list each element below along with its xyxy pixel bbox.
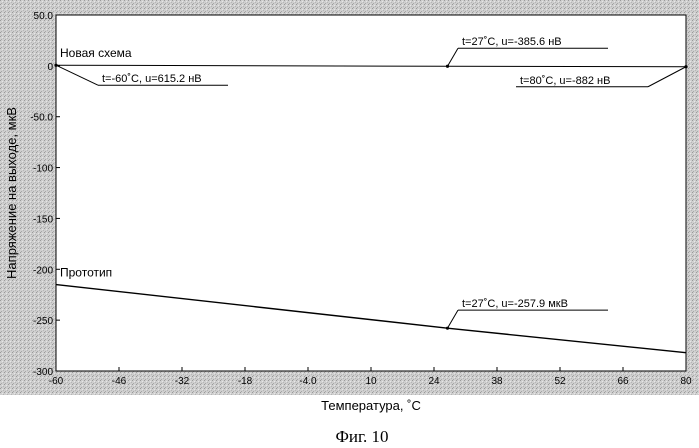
x-tick-label: -32: [175, 376, 190, 387]
x-tick-label: 66: [617, 376, 629, 387]
y-tick-label: -50.0: [30, 113, 53, 124]
x-tick-label: -18: [238, 376, 253, 387]
x-tick-label: -46: [112, 376, 127, 387]
x-tick-label: -4.0: [299, 376, 317, 387]
annotation-point: [684, 65, 687, 68]
y-tick-label: 0: [47, 62, 53, 73]
x-tick-label: 10: [365, 376, 377, 387]
y-tick-label: -150: [33, 214, 53, 225]
y-tick-label: -200: [33, 265, 53, 276]
x-tick-label: 24: [428, 376, 440, 387]
annotation-label: t=80˚C, u=-882 нВ: [520, 75, 610, 87]
x-axis-title: Температура, ˚С: [321, 398, 421, 413]
x-tick-label: 38: [491, 376, 503, 387]
series-label-prototype: Прототип: [60, 266, 112, 280]
y-tick-label: -100: [33, 164, 53, 175]
y-tick-label: 50.0: [34, 11, 54, 22]
annotation-label: t=-60˚C, u=615.2 нВ: [102, 73, 202, 85]
figure-caption: Фиг. 10: [335, 427, 388, 446]
y-tick-label: -300: [33, 367, 53, 378]
plot-area: [56, 15, 686, 371]
y-axis-title: Напряжение на выходе, мкВ: [4, 107, 19, 279]
annotation-point: [54, 64, 57, 67]
annotation-label: t=27˚C, u=-257.9 мкВ: [462, 298, 568, 310]
annotation-point: [446, 65, 449, 68]
x-tick-label: 52: [554, 376, 566, 387]
annotation-label: t=27˚C, u=-385.6 нВ: [462, 36, 562, 48]
series-label-new-scheme: Новая схема: [60, 46, 132, 60]
x-tick-label: 80: [680, 376, 692, 387]
y-tick-label: -250: [33, 316, 53, 327]
annotation-point: [446, 327, 449, 330]
